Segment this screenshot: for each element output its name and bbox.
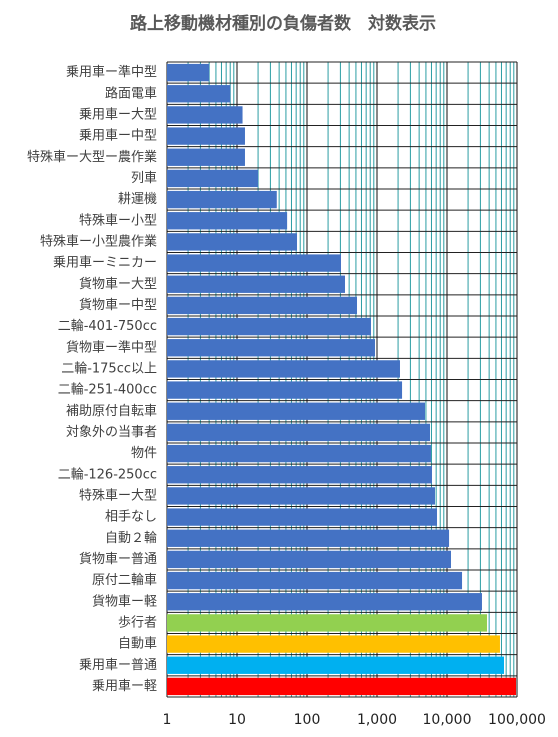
x-tick-label: 100 <box>294 712 321 728</box>
y-tick-label: 対象外の当事者 <box>66 425 157 440</box>
bar <box>167 296 358 315</box>
chart-title: 路上移動機材種別の負傷者数 対数表示 <box>130 13 436 34</box>
y-tick-label: 自動２輪 <box>105 530 157 546</box>
y-tick-label: 乗用車ー軽 <box>92 679 157 694</box>
bar <box>167 148 245 166</box>
bar <box>167 190 277 209</box>
y-tick-label: 補助原付自転車 <box>66 404 157 419</box>
bar <box>167 254 342 272</box>
bar <box>167 529 450 547</box>
y-tick-label: 自動車 <box>118 637 157 652</box>
y-tick-label: 歩行者 <box>118 615 157 630</box>
y-tick-label: 原付二輪車 <box>92 572 157 588</box>
bar <box>167 571 463 590</box>
y-tick-label: 耕運機 <box>118 191 157 207</box>
bar <box>167 275 345 293</box>
y-tick-label: 特殊車ー大型 <box>79 488 157 503</box>
y-tick-label: 乗用車ーミニカー <box>53 256 157 271</box>
x-tick-label: 10,000 <box>423 712 472 728</box>
x-tick-label: 100,000 <box>488 712 546 728</box>
bar <box>167 677 517 696</box>
y-tick-label: 路面電車 <box>105 85 157 101</box>
bar <box>167 423 431 442</box>
bar <box>167 63 210 82</box>
y-tick-label: 貨物車ー準中型 <box>66 339 157 355</box>
y-tick-label: 二輪-175cc以上 <box>61 360 157 376</box>
bar <box>167 127 245 145</box>
y-tick-label: 貨物車ー普通 <box>79 551 157 567</box>
bar <box>167 550 451 569</box>
y-tick-label: 乗用車ー大型 <box>79 107 157 122</box>
bar <box>167 233 298 251</box>
bar <box>167 212 288 230</box>
bar <box>167 508 438 526</box>
bar <box>167 656 504 674</box>
y-tick-label: 物件 <box>131 446 157 461</box>
x-tick-label: 10 <box>228 712 246 728</box>
bar <box>167 339 375 357</box>
bar <box>167 593 482 611</box>
y-tick-label: 特殊車ー小型 <box>79 213 157 228</box>
y-tick-label: 特殊車ー大型ー農作業 <box>27 149 157 165</box>
x-tick-label: 1,000 <box>357 712 397 728</box>
x-tick-label: 1 <box>163 712 172 728</box>
bar <box>167 402 426 420</box>
bar <box>167 635 500 653</box>
bar <box>167 106 243 124</box>
bar <box>167 614 488 632</box>
y-tick-label: 二輪-401-750cc <box>58 318 157 334</box>
bar <box>167 444 431 463</box>
bar <box>167 169 259 188</box>
y-tick-label: 貨物車ー軽 <box>92 593 157 609</box>
y-tick-label: 乗用車ー普通 <box>79 658 157 673</box>
y-tick-label: 二輪-126-250cc <box>58 466 157 482</box>
y-tick-label: 相手なし <box>105 510 157 525</box>
y-tick-label: 貨物車ー大型 <box>79 276 157 292</box>
y-tick-label: 貨物車ー中型 <box>79 297 157 313</box>
bar <box>167 360 400 378</box>
bar <box>167 487 436 505</box>
bar <box>167 317 371 336</box>
y-tick-label: 二輪-251-400cc <box>58 382 157 398</box>
y-tick-label: 乗用車ー準中型 <box>66 64 157 80</box>
y-tick-label: 乗用車ー中型 <box>79 129 157 144</box>
bar <box>167 381 403 399</box>
y-tick-label: 列車 <box>131 171 157 186</box>
y-tick-label: 特殊車ー小型農作業 <box>40 233 157 249</box>
bar <box>167 85 231 103</box>
bar <box>167 466 432 484</box>
